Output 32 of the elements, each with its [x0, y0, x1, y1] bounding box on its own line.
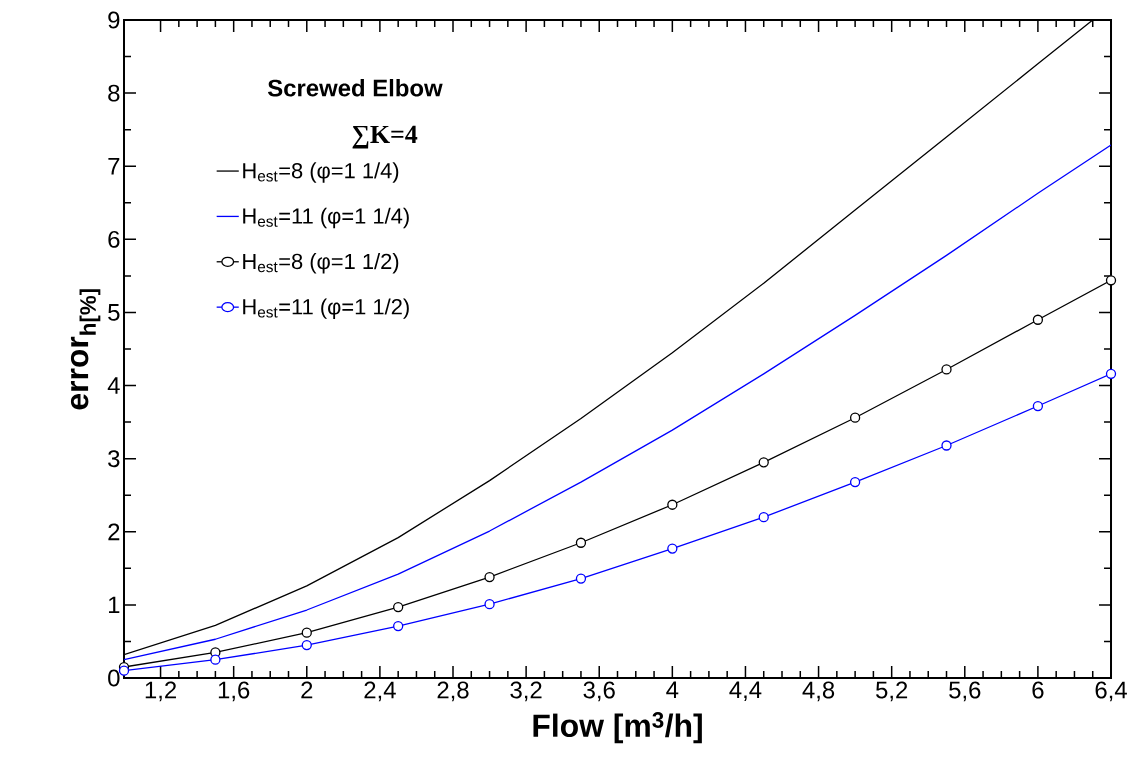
x-tick-label: 3,6 — [583, 681, 615, 702]
y-tick-label: 7 — [108, 157, 120, 175]
x-axis-title: Flow [m$^{3}$/h] — [533, 712, 702, 744]
text: Screwed Elbow — [267, 78, 443, 97]
legend-label: H$_{est}$=11 (φ=1 1/2) — [243, 298, 409, 319]
y-tick-label: 1 — [109, 596, 120, 614]
y-tick-label: 0 — [108, 669, 120, 687]
x-tick-label: 1,2 — [145, 681, 176, 702]
x-tick-label: 4,4 — [729, 681, 762, 702]
x-tick-label: 2,4 — [364, 681, 396, 702]
y-tick-label: 5 — [108, 304, 120, 321]
x-tick-label: 5,2 — [876, 681, 908, 702]
y-axis-title: error$_{h[%]}$ — [70, 289, 101, 410]
y-tick-label: 3 — [108, 450, 120, 468]
legend-label: H$_{est}$=11 (φ=1 1/4) — [243, 207, 409, 229]
legend-label: H$_{est}$=8 (φ=1 1/4) — [243, 162, 399, 183]
x-tick-label: 6,4 — [1095, 681, 1127, 702]
y-tick-label: 2 — [108, 523, 120, 541]
x-tick-label: 2 — [301, 681, 313, 699]
legend-label: H$_{est}$=8 (φ=1 1/2) — [243, 253, 399, 274]
x-tick-label: 4 — [666, 681, 679, 698]
y-tick-label: 9 — [108, 11, 120, 29]
y-tick-label: 4 — [107, 377, 120, 394]
x-tick-label: 2,8 — [437, 681, 469, 702]
x-tick-label: 4,8 — [802, 681, 835, 702]
x-tick-label: 3,2 — [510, 681, 542, 702]
y-tick-label: 8 — [108, 84, 120, 102]
x-tick-label: 6 — [1032, 681, 1044, 699]
x-tick-label: 1,6 — [218, 681, 250, 702]
text: ∑K=4 — [352, 125, 418, 149]
y-tick-label: 6 — [108, 230, 120, 248]
x-tick-label: 5,6 — [949, 681, 981, 702]
